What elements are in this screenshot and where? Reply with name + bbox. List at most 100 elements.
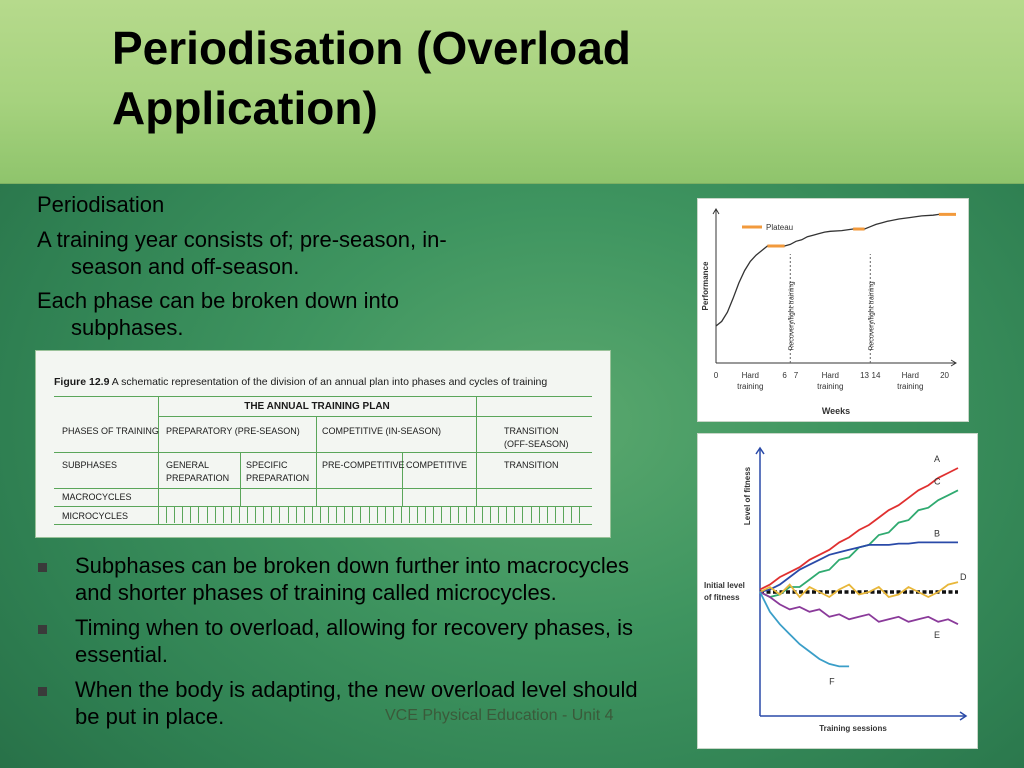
microcycle-tick [319, 507, 321, 523]
intro-point-1: A training year consists of; pre-season,… [37, 226, 597, 280]
series-line-a [759, 467, 959, 591]
subphase-general-line-1: GENERAL [166, 460, 210, 470]
microcycle-tick [425, 507, 427, 523]
phase-transition-line-2: (OFF-SEASON) [504, 439, 569, 449]
annual-plan-figure: Figure 12.9 A schematic representation o… [35, 350, 611, 538]
subphase-pre-competitive: PRE-COMPETITIVE [322, 460, 405, 470]
series-label-d: D [960, 572, 967, 582]
phase-preparatory: PREPARATORY (PRE-SEASON) [166, 426, 300, 436]
intro-point-1-line-2: season and off-season. [71, 254, 300, 279]
microcycle-tick [303, 507, 305, 523]
x-tick-label: 13 [860, 371, 869, 380]
series-line-d [759, 581, 959, 599]
performance-line [715, 213, 956, 327]
microcycle-tick [344, 507, 346, 523]
microcycle-tick [506, 507, 508, 523]
recovery-label: Recovery/light training [788, 281, 795, 350]
plan-rule [54, 488, 592, 489]
series-label-a: A [934, 454, 940, 464]
bullet-square-icon [38, 625, 47, 634]
bullet-square-icon [38, 687, 47, 696]
segment-label: Hard training [817, 371, 843, 391]
row-label-subphases: SUBPHASES [62, 460, 118, 470]
plan-rule [54, 506, 592, 507]
x-tick-label: 14 [872, 371, 881, 380]
plan-rule [476, 396, 477, 506]
microcycle-tick [465, 507, 467, 523]
microcycle-tick [498, 507, 500, 523]
x-axis-label: Weeks [822, 406, 850, 416]
microcycle-tick [392, 507, 394, 523]
subphase-general: GENERAL PREPARATION [166, 459, 229, 485]
bullet-text: Timing when to overload, allowing for re… [75, 615, 634, 667]
microcycle-tick [295, 507, 297, 523]
segment-label: Hard training [897, 371, 923, 391]
plan-rule [316, 416, 317, 506]
subphase-competitive: COMPETITIVE [406, 460, 468, 470]
series-label-f: F [829, 676, 835, 686]
microcycle-tick [546, 507, 548, 523]
microcycle-tick [554, 507, 556, 523]
microcycle-tick [190, 507, 192, 523]
subphase-specific-line-1: SPECIFIC [246, 460, 288, 470]
microcycle-tick [384, 507, 386, 523]
microcycle-tick [417, 507, 419, 523]
microcycle-tick [530, 507, 532, 523]
x-axis-arrow [959, 711, 968, 721]
microcycle-tick [255, 507, 257, 523]
plan-caption: Figure 12.9 A schematic representation o… [54, 376, 547, 388]
subphase-specific-line-2: PREPARATION [246, 473, 310, 483]
microcycle-tick [481, 507, 483, 523]
row-label-microcycles: MICROCYCLES [62, 511, 129, 521]
y-axis-arrow [755, 446, 765, 455]
microcycle-tick [368, 507, 370, 523]
plan-rule [240, 452, 241, 506]
microcycle-tick [271, 507, 273, 523]
microcycle-tick [522, 507, 524, 523]
intro-point-2-line-1: Each phase can be broken down into [37, 288, 400, 313]
subphase-general-line-2: PREPARATION [166, 473, 230, 483]
microcycle-tick [376, 507, 378, 523]
plan-rule [158, 396, 159, 524]
series-line-b [759, 541, 958, 593]
x-tick-label: 7 [794, 371, 799, 380]
intro-heading: Periodisation [37, 192, 165, 217]
x-tick-label: 0 [714, 371, 719, 380]
phase-transition-line-1: TRANSITION [504, 426, 559, 436]
microcycle-tick [230, 507, 232, 523]
microcycle-tick [562, 507, 564, 523]
microcycle-tick [571, 507, 572, 523]
microcycle-tick [514, 507, 516, 523]
microcycle-tick [490, 507, 491, 523]
fitness-chart: Level of fitness Training sessions Initial… [697, 433, 978, 749]
bullet-square-icon [38, 563, 47, 572]
recovery-label: Recovery/light training [868, 281, 875, 350]
x-tick-label: 20 [940, 371, 949, 380]
series-line-c [759, 489, 959, 598]
performance-chart-svg: Performance Weeks Recovery/light training R… [701, 208, 957, 416]
bullet-text: When the body is adapting, the new overl… [75, 677, 638, 729]
microcycle-tick [441, 507, 443, 523]
microcycle-tick [473, 507, 475, 523]
plan-rule [54, 452, 592, 453]
bullet-item: Timing when to overload, allowing for re… [36, 614, 656, 668]
y-axis-label: Performance [701, 261, 710, 310]
plan-rule [54, 396, 592, 397]
legend-label: Plateau [766, 223, 793, 232]
baseline-label: Initial level of fitness [704, 581, 745, 602]
microcycle-tick [352, 507, 354, 523]
bullet-list: Subphases can be broken down further int… [36, 552, 656, 738]
fitness-chart-svg: Level of fitness Training sessions Initial… [704, 446, 968, 733]
series-label-b: B [934, 528, 940, 538]
plan-rule [158, 416, 592, 417]
microcycle-tick [457, 507, 459, 523]
plan-table-title: THE ANNUAL TRAINING PLAN [244, 401, 390, 412]
microcycle-tick [287, 507, 289, 523]
series-label-c: C [934, 476, 941, 486]
microcycle-tick [182, 507, 184, 523]
phase-transition: TRANSITION (OFF-SEASON) [504, 425, 569, 451]
microcycle-tick [222, 507, 224, 523]
microcycle-tick [263, 507, 265, 523]
y-axis-label: Level of fitness [743, 466, 752, 525]
plan-caption-label: Figure 12.9 [54, 376, 110, 388]
